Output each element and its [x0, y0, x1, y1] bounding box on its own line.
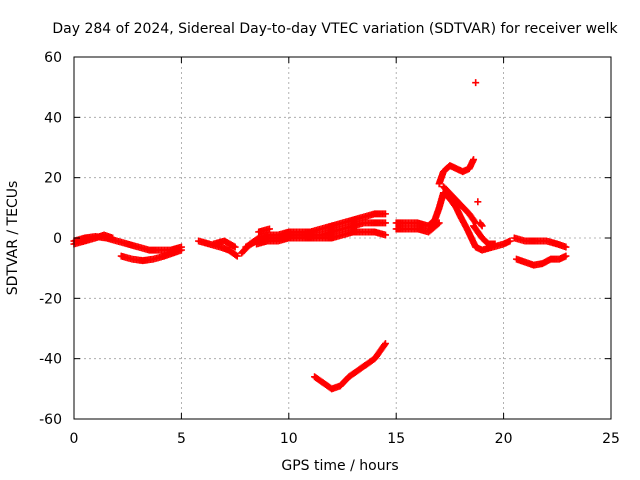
data-point: [233, 252, 241, 260]
data-point: [381, 340, 389, 348]
series-track-13: [435, 156, 478, 188]
data-point: [474, 198, 482, 206]
data-point: [472, 79, 480, 87]
series-track-18: [476, 219, 486, 230]
y-tick-label: 0: [53, 231, 62, 247]
data-point: [381, 210, 389, 218]
data-point: [478, 222, 486, 230]
data-point: [562, 243, 570, 251]
series-track-3: [117, 246, 185, 265]
series-track-5: [210, 237, 239, 251]
grid: [74, 57, 611, 419]
series-track-20: [512, 252, 570, 269]
data-point: [232, 251, 240, 259]
axis-ticks: 0 5 10 15 20 25 -60 -40 -20 0 20 40 60: [39, 50, 620, 447]
y-tick-label: 20: [44, 171, 62, 187]
y-tick-label: 60: [44, 50, 62, 66]
series-track-15: [470, 222, 499, 248]
series-track-19: [510, 234, 570, 251]
y-tick-label: -40: [39, 352, 62, 368]
series-track-8: [253, 228, 389, 248]
x-tick-label: 10: [280, 431, 298, 447]
data-point: [177, 246, 185, 254]
x-tick-label: 0: [70, 431, 79, 447]
y-tick-label: -60: [39, 412, 62, 428]
data-point: [381, 341, 389, 349]
y-axis-title: SDTVAR / TECUs: [5, 181, 21, 296]
data-point: [491, 240, 499, 248]
chart-title: Day 284 of 2024, Sidereal Day-to-day VTE…: [52, 21, 618, 37]
data-point: [231, 243, 239, 251]
data-point: [506, 237, 514, 245]
x-tick-label: 15: [387, 431, 405, 447]
data-point: [435, 219, 443, 227]
data-points: [70, 79, 570, 393]
series-track-16: [472, 79, 480, 87]
series-track-12: [392, 219, 443, 236]
series-track-9: [255, 225, 273, 236]
data-point: [381, 231, 389, 239]
series-track-17: [474, 198, 482, 206]
x-tick-label: 25: [602, 431, 620, 447]
data-point: [434, 220, 442, 228]
data-point: [109, 234, 117, 242]
x-tick-label: 5: [177, 431, 186, 447]
data-point: [265, 225, 273, 233]
series-track-10: [311, 340, 389, 393]
y-tick-label: 40: [44, 110, 62, 126]
data-point: [470, 156, 478, 164]
x-axis-title: GPS time / hours: [281, 458, 398, 474]
data-point: [381, 219, 389, 227]
y-tick-label: -20: [39, 291, 62, 307]
data-point: [562, 252, 570, 260]
x-tick-label: 20: [495, 431, 513, 447]
